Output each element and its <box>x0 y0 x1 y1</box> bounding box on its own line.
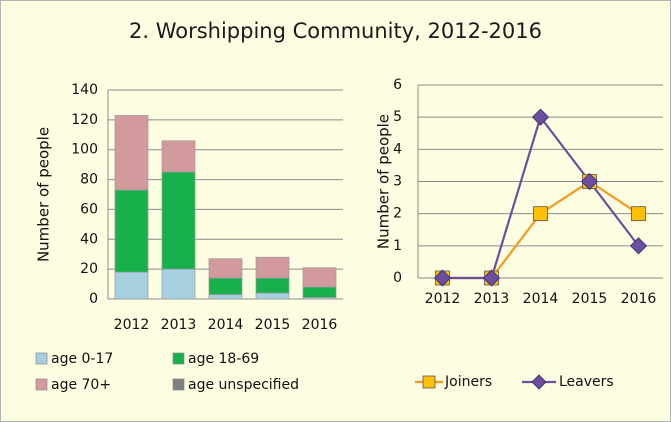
bar-legend-label: age 70+ <box>51 377 111 393</box>
leavers-legend-marker <box>531 374 547 390</box>
bar-legend-swatch <box>35 378 48 391</box>
line-y-tick-label: 5 <box>393 109 402 125</box>
bar-legend-label: age unspecified <box>188 377 299 393</box>
bar-segment <box>302 267 337 288</box>
line-x-tick-label: 2014 <box>523 291 559 307</box>
bar-x-tick-label: 2014 <box>208 317 244 333</box>
bar-y-tick-label: 60 <box>80 201 98 217</box>
bar-segment <box>114 115 149 191</box>
line-y-axis-label: Number of people <box>375 114 393 249</box>
bar-legend-label: age 0-17 <box>51 351 113 367</box>
bar-segment <box>114 271 149 300</box>
bar-legend-swatch <box>172 352 185 365</box>
line-y-tick-label: 3 <box>393 174 402 190</box>
joiners-legend-marker <box>422 375 436 389</box>
leavers-point <box>531 108 550 126</box>
bar-x-tick-label: 2016 <box>302 317 338 333</box>
bar-segment <box>208 277 243 295</box>
bar-y-tick-label: 20 <box>80 261 98 277</box>
joiners-point <box>631 206 646 222</box>
bar-y-tick-label: 120 <box>71 112 98 128</box>
joiners-legend-label: Joiners <box>444 374 492 390</box>
bar-y-tick-label: 140 <box>71 82 98 98</box>
line-x-tick-label: 2016 <box>621 291 657 307</box>
figure-title: 2. Worshipping Community, 2012-2016 <box>129 19 542 43</box>
leavers-point <box>629 237 648 255</box>
bar-x-tick-label: 2013 <box>161 317 197 333</box>
line-x-tick-label: 2012 <box>425 291 461 307</box>
joiners-line <box>442 180 640 280</box>
bar-y-axis-label: Number of people <box>35 127 53 262</box>
bar-segment <box>302 286 337 298</box>
bar-x-tick-label: 2015 <box>255 317 291 333</box>
line-y-tick-label: 2 <box>393 206 402 222</box>
bar-y-tick-label: 80 <box>80 172 98 188</box>
line-y-tick-label: 1 <box>393 238 402 254</box>
bar-y-tick-label: 100 <box>71 142 98 158</box>
line-y-tick-label: 6 <box>393 77 402 93</box>
joiners-point <box>533 206 548 222</box>
bar-segment <box>208 258 243 279</box>
bar-segment <box>208 294 243 300</box>
line-y-tick-label: 4 <box>393 141 402 157</box>
line-y-tick-label: 0 <box>393 270 402 286</box>
bar-segment <box>161 171 196 270</box>
bar-segment <box>255 277 290 294</box>
bar-y-tick-label: 0 <box>89 291 98 307</box>
line-x-tick-label: 2015 <box>572 291 608 307</box>
bar-segment <box>255 256 290 279</box>
bar-legend-swatch <box>35 352 48 365</box>
bar-segment <box>161 140 196 173</box>
leavers-point <box>482 269 501 287</box>
bar-segment <box>161 268 196 300</box>
leavers-point <box>433 269 452 287</box>
bar-segment <box>255 292 290 300</box>
bar-segment <box>114 189 149 273</box>
leavers-legend-label: Leavers <box>559 374 614 390</box>
line-x-tick-label: 2013 <box>474 291 510 307</box>
bar-legend-swatch <box>172 378 185 391</box>
bar-legend-label: age 18-69 <box>188 351 259 367</box>
leavers-point <box>580 172 599 191</box>
leavers-line <box>442 114 640 280</box>
bar-x-tick-label: 2012 <box>114 317 150 333</box>
bar-y-tick-label: 40 <box>80 231 98 247</box>
